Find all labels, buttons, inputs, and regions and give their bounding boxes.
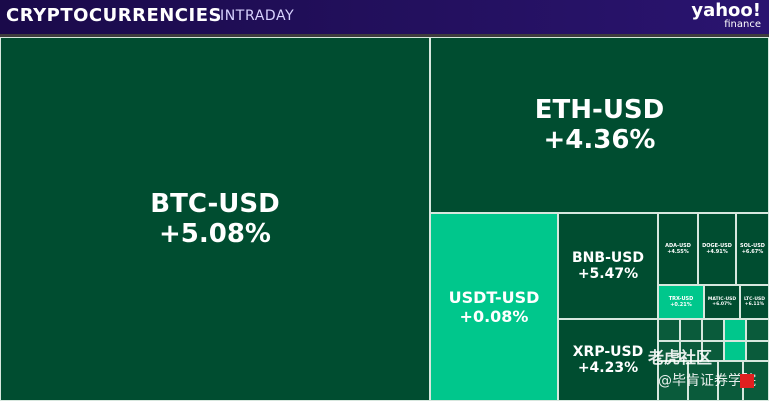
- treemap-small-tile: [680, 319, 702, 341]
- treemap-tile-bnb-usd: BNB-USD +5.47%: [558, 213, 658, 319]
- tile-change-bnb-usd: +5.47%: [577, 266, 639, 282]
- yahoo-logo-line2: finance: [724, 19, 761, 30]
- treemap-small-tile: [724, 319, 746, 341]
- treemap-tile-matic-usd: MATIC-USD +6.07%: [704, 285, 740, 319]
- tile-change-trx-usd: +0.21%: [670, 302, 692, 308]
- treemap-small-tile: [702, 319, 724, 341]
- treemap-small-tile: [658, 319, 680, 341]
- tile-label-sol-usd: SOL-USD: [740, 243, 765, 249]
- treemap-tile-ltc-usd: LTC-USD +6.11%: [740, 285, 769, 319]
- tile-label-bnb-usd: BNB-USD: [572, 250, 644, 266]
- treemap-tile-xrp-usd: XRP-USD +4.23%: [558, 319, 658, 401]
- treemap-small-tile: [702, 341, 724, 361]
- tile-label-matic-usd: MATIC-USD: [707, 297, 737, 302]
- treemap-tile-usdt-usd: USDT-USD +0.08%: [430, 213, 558, 401]
- treemap-tile-doge-usd: DOGE-USD +4.91%: [698, 213, 736, 285]
- chart-title: CRYPTOCURRENCIES: [6, 5, 222, 26]
- treemap-tile-eth-usd: ETH-USD +4.36%: [430, 37, 769, 213]
- treemap-tile-trx-usd: TRX-USD +0.21%: [658, 285, 704, 319]
- yahoo-finance-logo: yahoo! finance: [691, 2, 761, 30]
- tile-label-ada-usd: ADA-USD: [665, 243, 691, 249]
- tile-change-eth-usd: +4.36%: [543, 125, 656, 155]
- tile-label-usdt-usd: USDT-USD: [448, 288, 540, 307]
- tile-change-sol-usd: +6.67%: [741, 249, 764, 255]
- tile-change-matic-usd: +6.07%: [712, 302, 732, 307]
- tile-label-xrp-usd: XRP-USD: [572, 344, 644, 360]
- tile-change-ada-usd: +4.55%: [667, 249, 689, 255]
- header-divider: [0, 34, 769, 37]
- treemap-small-tile: [680, 341, 702, 361]
- tile-change-btc-usd: +5.08%: [158, 219, 271, 249]
- tile-label-eth-usd: ETH-USD: [534, 95, 665, 125]
- chart-header: CRYPTOCURRENCIES INTRADAY yahoo! finance: [0, 0, 769, 34]
- treemap-small-tile: [718, 361, 743, 401]
- tile-label-ltc-usd: LTC-USD: [743, 297, 766, 302]
- tile-label-trx-usd: TRX-USD: [668, 296, 694, 302]
- tile-change-xrp-usd: +4.23%: [577, 360, 639, 376]
- treemap-small-tile: [746, 341, 769, 361]
- treemap-small-tile: [688, 361, 718, 401]
- treemap-small-tile: [743, 361, 769, 401]
- treemap-tile-ada-usd: ADA-USD +4.55%: [658, 213, 698, 285]
- tile-label-btc-usd: BTC-USD: [150, 189, 280, 219]
- chart-subtitle: INTRADAY: [220, 8, 295, 24]
- tile-change-ltc-usd: +6.11%: [744, 302, 765, 307]
- treemap-small-tile: [746, 319, 769, 341]
- treemap-small-tile: [658, 341, 680, 361]
- treemap-tile-btc-usd: BTC-USD +5.08%: [0, 37, 430, 401]
- treemap-small-tile: [658, 361, 688, 401]
- tile-change-usdt-usd: +0.08%: [459, 307, 529, 326]
- treemap-tile-sol-usd: SOL-USD +6.67%: [736, 213, 769, 285]
- tile-label-doge-usd: DOGE-USD: [702, 243, 732, 249]
- tile-change-doge-usd: +4.91%: [706, 249, 728, 255]
- treemap-small-tile: [724, 341, 746, 361]
- yahoo-logo-line1: yahoo!: [691, 0, 761, 21]
